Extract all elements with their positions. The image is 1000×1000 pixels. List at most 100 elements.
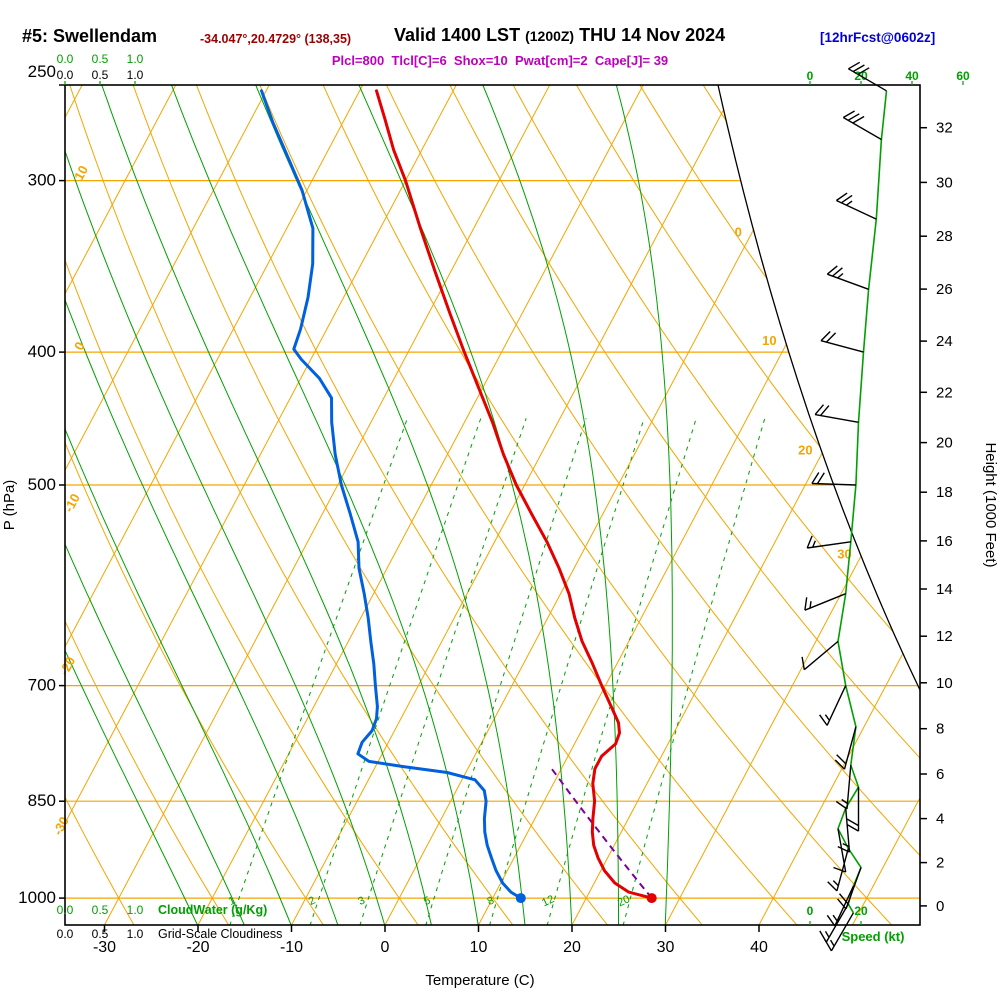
svg-text:22: 22 [936, 384, 953, 401]
svg-text:400: 400 [28, 342, 56, 361]
svg-text:60: 60 [956, 69, 970, 83]
sounding-area-boundary [717, 84, 921, 691]
svg-text:0.5: 0.5 [92, 927, 109, 941]
aux-scales: 0.0 0.0 0.5 0.5 1.0 1.0 0.0 0.0 0.5 0.5 1.0 1.0 Clou… [57, 52, 970, 944]
svg-text:300: 300 [28, 171, 56, 190]
temperature-curve [375, 89, 654, 900]
svg-text:0.5: 0.5 [92, 68, 109, 82]
svg-text:30: 30 [837, 547, 851, 562]
svg-text:-20: -20 [56, 654, 78, 678]
svg-text:2: 2 [307, 895, 318, 908]
wind-barb [824, 912, 855, 952]
valid-time: Valid 1400 LST (1200Z) THU 14 Nov 2024 [394, 25, 726, 45]
svg-text:3: 3 [356, 895, 367, 908]
svg-text:20: 20 [936, 435, 953, 452]
valid-date: THU 14 Nov 2024 [579, 25, 726, 45]
wind-barb [848, 61, 887, 92]
svg-text:-10: -10 [61, 491, 83, 515]
wind-barb [827, 848, 849, 892]
svg-text:30: 30 [657, 939, 675, 956]
svg-text:250: 250 [28, 62, 56, 81]
svg-text:32: 32 [936, 120, 953, 137]
svg-text:10: 10 [936, 675, 953, 692]
svg-text:20: 20 [798, 443, 812, 458]
svg-text:0: 0 [807, 69, 814, 83]
svg-text:0.0: 0.0 [57, 927, 74, 941]
svg-text:40: 40 [750, 939, 768, 956]
svg-text:8: 8 [486, 895, 497, 908]
svg-text:40: 40 [905, 69, 919, 83]
svg-text:CloudWater (g/Kg): CloudWater (g/Kg) [158, 903, 267, 917]
svg-text:0: 0 [71, 339, 88, 352]
station-coordinates: -34.047°,20.4729° (138,35) [200, 32, 352, 46]
svg-text:0.0: 0.0 [57, 52, 74, 66]
forecast-tag: [12hrFcst@0602z] [820, 30, 936, 45]
svg-text:0.5: 0.5 [92, 903, 109, 917]
svg-text:12: 12 [540, 893, 556, 909]
wind-barb [836, 192, 877, 220]
svg-text:0.0: 0.0 [57, 903, 74, 917]
svg-text:0: 0 [381, 939, 390, 956]
svg-text:0: 0 [936, 898, 944, 915]
wind-barb [842, 110, 882, 141]
wind-barb [811, 472, 856, 486]
svg-text:18: 18 [936, 484, 953, 501]
svg-text:10: 10 [762, 333, 776, 348]
svg-text:0.0: 0.0 [57, 68, 74, 82]
wind-barb [806, 535, 851, 549]
surface-dewpoint-dot [515, 893, 526, 904]
skewt-grid [65, 85, 920, 925]
plot-frame [64, 84, 921, 926]
station-title: #5: Swellendam [22, 26, 158, 46]
stability-indices-line: Plcl=800 Tlcl[C]=6 Shox=10 Pwat[cm]=2 Ca… [331, 53, 669, 68]
svg-text:16: 16 [936, 533, 953, 550]
wind-barb [835, 765, 852, 810]
svg-text:26: 26 [936, 281, 953, 298]
dewpoint-curve [260, 89, 523, 900]
svg-text:P (hPa): P (hPa) [1, 480, 18, 531]
wind-barb [826, 265, 869, 290]
wind-barb [846, 787, 860, 832]
svg-text:Speed (kt): Speed (kt) [842, 929, 905, 944]
svg-text:14: 14 [936, 581, 953, 598]
wind-barb [801, 640, 839, 671]
wind-profile [801, 61, 888, 952]
wind-barb [826, 885, 855, 927]
svg-text:1.0: 1.0 [127, 927, 144, 941]
svg-text:10: 10 [470, 939, 488, 956]
profiles [260, 89, 657, 904]
svg-text:20: 20 [854, 904, 868, 918]
svg-text:850: 850 [28, 791, 56, 810]
valid-zulu: (1200Z) [525, 28, 575, 44]
svg-text:700: 700 [28, 676, 56, 695]
svg-text:12: 12 [936, 628, 953, 645]
wind-barb [814, 404, 859, 423]
svg-text:20: 20 [563, 939, 581, 956]
svg-text:24: 24 [936, 333, 953, 350]
svg-text:1.0: 1.0 [127, 52, 144, 66]
wind-speed-curve [837, 90, 888, 914]
wind-barb [804, 593, 846, 611]
svg-text:1000: 1000 [18, 888, 56, 907]
svg-text:30: 30 [936, 174, 953, 191]
wind-barb [834, 726, 857, 770]
svg-text:0: 0 [807, 904, 814, 918]
svg-text:-10: -10 [280, 939, 303, 956]
surface-temperature-dot [646, 893, 657, 904]
svg-text:-20: -20 [186, 939, 209, 956]
svg-text:28: 28 [936, 228, 953, 245]
svg-text:20: 20 [616, 893, 632, 909]
svg-text:1.0: 1.0 [127, 68, 144, 82]
svg-text:-30: -30 [50, 814, 72, 838]
svg-text:-30: -30 [93, 939, 116, 956]
svg-text:5: 5 [422, 895, 433, 908]
svg-text:6: 6 [936, 766, 944, 783]
svg-text:Temperature (C): Temperature (C) [425, 972, 534, 989]
svg-text:1: 1 [227, 895, 238, 908]
svg-text:1.0: 1.0 [127, 903, 144, 917]
svg-text:Grid-Scale Cloudiness: Grid-Scale Cloudiness [158, 927, 282, 941]
svg-text:0: 0 [735, 225, 742, 240]
